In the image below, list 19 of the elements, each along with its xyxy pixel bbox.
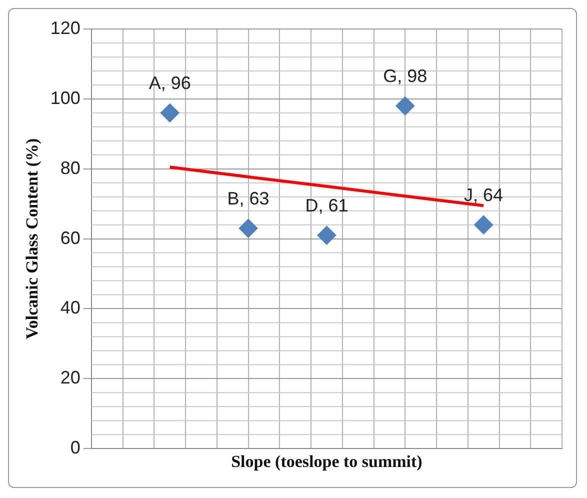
point: [238, 218, 258, 238]
point: [317, 226, 336, 245]
x-axis-title: Slope (toeslope to summit): [231, 452, 422, 472]
y-tick-label: 40: [60, 298, 80, 318]
y-tick-label: 80: [60, 158, 80, 178]
y-tick-label: 100: [50, 88, 80, 108]
point: [160, 103, 180, 122]
y-tick-label: 60: [60, 228, 80, 248]
point: [474, 215, 494, 234]
data-label: B, 63: [227, 188, 270, 208]
data-label: G, 98: [383, 66, 428, 86]
y-tick-label: 20: [60, 368, 80, 388]
data-label: J, 64: [464, 184, 504, 205]
y-tick-label: 0: [70, 438, 80, 458]
data-label: D, 61: [305, 195, 348, 216]
y-axis-title: Volcanic Glass Content (%): [22, 138, 42, 340]
point: [396, 96, 415, 116]
y-tick-label: 120: [50, 18, 80, 38]
data-label: A, 96: [148, 72, 191, 93]
